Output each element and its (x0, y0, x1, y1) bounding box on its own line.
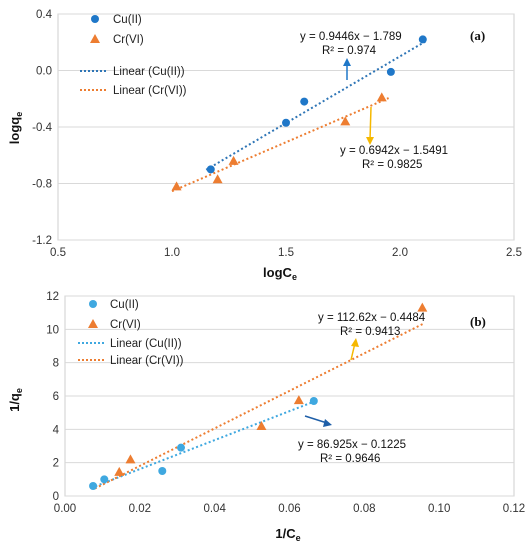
y-tick-label: 0 (53, 491, 59, 503)
equation-text-cu-b: y = 86.925x − 0.1225 (298, 439, 406, 451)
fit-line-cr (171, 97, 389, 193)
point-cu (158, 467, 167, 475)
legend-marker-cr-a (90, 34, 100, 43)
point-cu (300, 97, 309, 106)
x-tick-label: 0.04 (203, 503, 226, 515)
point-cr (376, 92, 387, 102)
equation-cu-b: y = 86.925x − 0.1225 R² = 0.9646 (298, 415, 406, 465)
x-tick-label: 1.5 (278, 247, 294, 259)
y-tick-label: -0.8 (32, 179, 52, 191)
y-tick-label: 2 (53, 458, 59, 470)
equation-text-cu-a: y = 0.9446x − 1.789 (300, 31, 402, 43)
x-ticks-b: 0.00 0.02 0.04 0.06 0.08 0.10 0.12 (54, 503, 525, 515)
y-tick-label: 12 (46, 291, 59, 303)
r2-text-cr-b: R² = 0.9413 (340, 326, 400, 338)
legend-label-cr-b: Cr(VI) (110, 319, 141, 331)
point-cr (417, 302, 428, 312)
legend-b: Cu(II) Cr(VI) Linear (Cu(II)) Linear (Cr… (78, 299, 184, 367)
point-cr (340, 116, 351, 126)
y-tick-label: 0.0 (36, 66, 52, 78)
y-tick-label: 4 (53, 424, 60, 436)
y-ticks-b: 0 2 4 6 8 10 12 (46, 291, 514, 503)
r2-text-cu-b: R² = 0.9646 (320, 453, 380, 465)
y-tick-label: 6 (53, 391, 59, 403)
legend-fit-cu-a: Linear (Cu(II)) (113, 66, 185, 78)
x-tick-label: 0.06 (278, 503, 300, 515)
point-cr (171, 181, 182, 191)
legend-marker-cu-a (91, 15, 99, 23)
point-cr (125, 454, 136, 464)
y-axis-label-b: 1/qe (7, 388, 24, 412)
legend-fit-cr-a: Linear (Cr(VI)) (113, 85, 187, 97)
legend-marker-cr-b (88, 319, 98, 328)
point-cu (176, 443, 185, 452)
x-tick-label: 0.00 (54, 503, 76, 515)
legend-fit-cr-b: Linear (Cr(VI)) (110, 355, 184, 367)
x-tick-label: 0.02 (129, 503, 151, 515)
point-cr (212, 174, 223, 184)
fit-line-cr (94, 322, 425, 490)
arrow-cu-b (304, 415, 328, 424)
legend-a: Cu(II) Cr(VI) Linear (Cu(II)) Linear (Cr… (80, 14, 187, 97)
point-cr (114, 466, 125, 476)
point-cr (256, 421, 267, 430)
x-tick-label: 0.5 (50, 247, 66, 259)
point-cr (293, 395, 304, 405)
equation-cr-a: y = 0.6942x − 1.5491 R² = 0.9825 (340, 106, 448, 171)
fit-line-cu (90, 400, 317, 489)
y-axis-label-a: logqe (7, 112, 24, 144)
equation-text-cr-b: y = 112.62x − 0.4484 (318, 312, 426, 324)
panel-label-b: (b) (470, 314, 486, 329)
fit-lines-b (90, 322, 425, 490)
x-tick-label: 0.10 (428, 503, 450, 515)
arrow-cr-a (369, 106, 372, 141)
y-tick-label: 0.4 (36, 9, 53, 21)
x-tick-label: 2.5 (506, 247, 522, 259)
panel-label-a: (a) (470, 28, 485, 43)
r2-text-cr-a: R² = 0.9825 (362, 159, 422, 171)
legend-label-cr-a: Cr(VI) (113, 34, 144, 46)
legend-label-cu-b: Cu(II) (110, 299, 139, 311)
y-tick-label: -0.4 (32, 122, 52, 134)
legend-label-cu-a: Cu(II) (113, 14, 142, 26)
y-tick-label: -1.2 (32, 235, 52, 247)
point-cu (386, 67, 395, 76)
equation-cu-a: y = 0.9446x − 1.789 R² = 0.974 (300, 31, 402, 80)
x-ticks-a: 0.5 1.0 1.5 2.0 2.5 (50, 247, 522, 259)
chart-b: 0.00 0.02 0.04 0.06 0.08 0.10 0.12 0 2 4 6 8 10 12 1… (7, 291, 525, 543)
chart-a: 0.5 1.0 1.5 2.0 2.5 -1.2 -0.8 -0.4 0.0 0.4 logCe… (7, 9, 522, 280)
point-cr (228, 155, 239, 165)
point-cu (418, 35, 427, 44)
data-points-a (171, 35, 427, 191)
equation-cr-b: y = 112.62x − 0.4484 R² = 0.9413 (318, 312, 426, 361)
fit-lines-a (171, 39, 428, 193)
arrowhead-cu-a (343, 58, 351, 66)
y-ticks-a: -1.2 -0.8 -0.4 0.0 0.4 (32, 9, 514, 247)
x-tick-label: 2.0 (392, 247, 408, 259)
legend-fit-cu-b: Linear (Cu(II)) (110, 338, 182, 350)
equation-text-cr-a: y = 0.6942x − 1.5491 (340, 145, 448, 157)
arrowhead-cr-b (351, 338, 359, 347)
arrowhead-cr-a (366, 137, 374, 145)
legend-marker-cu-b (89, 300, 97, 308)
point-cu (206, 165, 215, 174)
x-axis-label-a: logCe (263, 265, 297, 280)
x-axis-label-b: 1/Ce (275, 526, 300, 543)
point-cu (100, 475, 109, 484)
x-tick-label: 0.12 (503, 503, 525, 515)
x-tick-label: 0.08 (353, 503, 375, 515)
arrowhead-cu-b (323, 419, 332, 427)
point-cu (309, 397, 318, 405)
point-cu (282, 118, 290, 127)
y-tick-label: 10 (46, 324, 59, 336)
y-tick-label: 8 (53, 358, 59, 370)
point-cu (89, 482, 98, 490)
data-points-b (89, 302, 428, 490)
x-tick-label: 1.0 (164, 247, 180, 259)
r2-text-cu-a: R² = 0.974 (322, 45, 377, 57)
